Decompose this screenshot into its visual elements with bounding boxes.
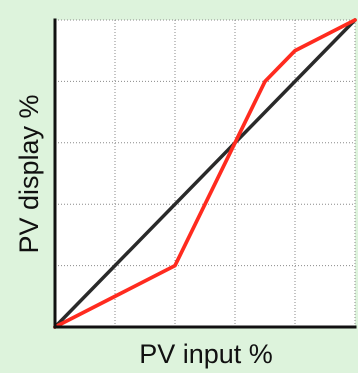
- grid-lines: [55, 19, 356, 327]
- characterized-curve-line: [53, 18, 357, 329]
- y-axis-title: PV display %: [14, 94, 44, 253]
- axes: [53, 18, 357, 329]
- x-axis-title: PV input %: [139, 339, 273, 369]
- series-layer: [53, 18, 357, 329]
- linear-reference-line: [53, 18, 357, 329]
